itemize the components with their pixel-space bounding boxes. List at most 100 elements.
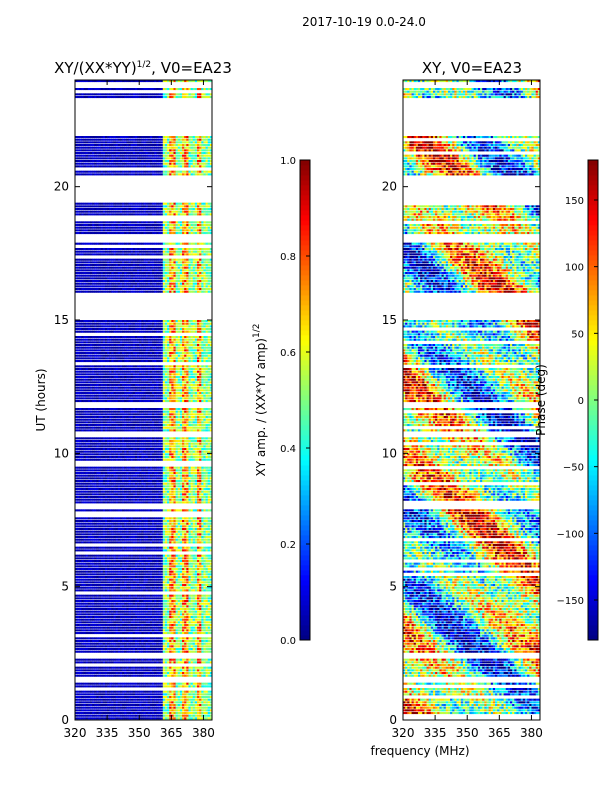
amplitude-cell	[124, 637, 126, 639]
amplitude-cell	[77, 685, 79, 687]
amplitude-cell	[129, 600, 131, 602]
amplitude-cell	[122, 715, 124, 717]
amplitude-cell	[103, 605, 105, 607]
amplitude-cell	[96, 640, 98, 642]
amplitude-cell	[96, 701, 98, 703]
amplitude-cell	[206, 696, 208, 698]
amplitude-cell	[77, 605, 79, 607]
amplitude-cell	[197, 648, 199, 650]
amplitude-cell	[148, 643, 150, 645]
amplitude-cell	[182, 701, 184, 703]
amplitude-cell	[124, 659, 126, 661]
amplitude-cell	[131, 707, 133, 709]
amplitude-cell	[124, 651, 126, 653]
amplitude-cell	[195, 645, 197, 647]
amplitude-cell	[90, 597, 92, 599]
amplitude-cell	[99, 597, 101, 599]
amplitude-cell	[158, 672, 160, 674]
amplitude-cell	[161, 651, 163, 653]
amplitude-cell	[197, 627, 199, 629]
amplitude-cell	[116, 683, 118, 685]
amplitude-cell	[107, 643, 109, 645]
amplitude-cell	[152, 685, 154, 687]
amplitude-cell	[203, 627, 205, 629]
amplitude-cell	[186, 648, 188, 650]
amplitude-cell	[126, 621, 128, 623]
amplitude-cell	[109, 704, 111, 706]
amplitude-cell	[146, 616, 148, 618]
amplitude-cell	[84, 629, 86, 631]
amplitude-cell	[103, 648, 105, 650]
amplitude-cell	[146, 651, 148, 653]
amplitude-cell	[156, 691, 158, 693]
amplitude-cell	[137, 669, 139, 671]
amplitude-cell	[90, 712, 92, 714]
amplitude-cell	[101, 629, 103, 631]
amplitude-cell	[163, 704, 165, 706]
amplitude-cell	[81, 704, 83, 706]
amplitude-cell	[116, 637, 118, 639]
amplitude-cell	[169, 712, 171, 714]
amplitude-cell	[156, 699, 158, 701]
amplitude-cell	[116, 704, 118, 706]
amplitude-cell	[101, 597, 103, 599]
amplitude-cell	[126, 619, 128, 621]
amplitude-cell	[197, 707, 199, 709]
amplitude-cell	[101, 608, 103, 610]
amplitude-cell	[116, 691, 118, 693]
amplitude-cell	[114, 691, 116, 693]
amplitude-cell	[156, 669, 158, 671]
amplitude-cell	[120, 645, 122, 647]
amplitude-cell	[186, 643, 188, 645]
amplitude-cell	[182, 632, 184, 634]
amplitude-cell	[206, 603, 208, 605]
amplitude-cell	[191, 643, 193, 645]
amplitude-cell	[114, 712, 116, 714]
amplitude-cell	[171, 613, 173, 615]
amplitude-cell	[131, 712, 133, 714]
amplitude-cell	[144, 669, 146, 671]
amplitude-cell	[163, 715, 165, 717]
amplitude-cell	[103, 715, 105, 717]
amplitude-cell	[182, 611, 184, 613]
amplitude-cell	[165, 629, 167, 631]
amplitude-cell	[150, 704, 152, 706]
amplitude-cell	[126, 627, 128, 629]
amplitude-cell	[116, 701, 118, 703]
amplitude-cell	[90, 624, 92, 626]
amplitude-cell	[135, 691, 137, 693]
amplitude-cell	[156, 685, 158, 687]
amplitude-cell	[184, 640, 186, 642]
amplitude-cell	[86, 627, 88, 629]
amplitude-cell	[111, 661, 113, 663]
amplitude-cell	[165, 613, 167, 615]
amplitude-cell	[103, 704, 105, 706]
amplitude-cell	[148, 605, 150, 607]
amplitude-cell	[111, 701, 113, 703]
amplitude-cell	[111, 669, 113, 671]
amplitude-cell	[178, 632, 180, 634]
amplitude-cell	[208, 659, 210, 661]
amplitude-cell	[148, 608, 150, 610]
amplitude-cell	[158, 699, 160, 701]
amplitude-cell	[156, 621, 158, 623]
amplitude-cell	[111, 600, 113, 602]
amplitude-cell	[109, 693, 111, 695]
amplitude-cell	[114, 600, 116, 602]
amplitude-cell	[165, 712, 167, 714]
amplitude-cell	[169, 624, 171, 626]
amplitude-cell	[154, 616, 156, 618]
amplitude-cell	[156, 675, 158, 677]
amplitude-cell	[178, 683, 180, 685]
amplitude-cell	[144, 632, 146, 634]
amplitude-cell	[90, 627, 92, 629]
amplitude-cell	[176, 661, 178, 663]
amplitude-cell	[114, 643, 116, 645]
amplitude-cell	[129, 696, 131, 698]
amplitude-cell	[158, 611, 160, 613]
amplitude-cell	[182, 712, 184, 714]
amplitude-cell	[88, 704, 90, 706]
amplitude-cell	[208, 600, 210, 602]
amplitude-cell	[144, 629, 146, 631]
amplitude-cell	[99, 699, 101, 701]
